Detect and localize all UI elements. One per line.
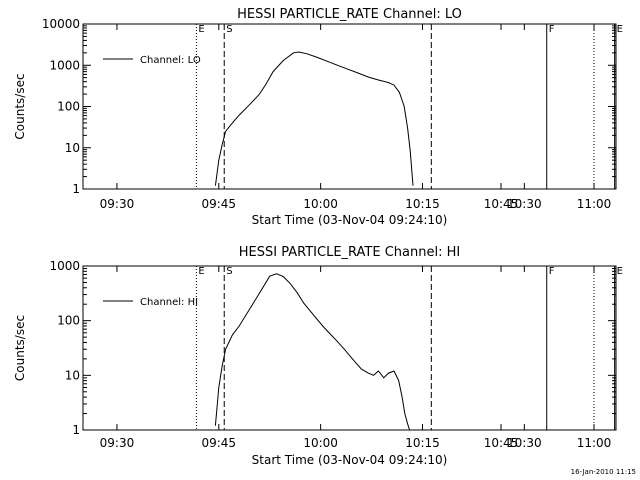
x-tick-label-6: 11:00	[577, 436, 612, 450]
series-line-0	[214, 273, 411, 431]
legend-label: Channel: HI	[140, 297, 198, 308]
y-tick-label-1: 10	[65, 368, 80, 382]
x-tick-label-1: 09:45	[201, 436, 236, 450]
x-axis-label: Start Time (03-Nov-04 09:24:10)	[252, 453, 448, 467]
chart-title: HESSI PARTICLE_RATE Channel: LO	[237, 7, 462, 22]
marker-label-4: E	[617, 266, 623, 277]
series-line-0	[214, 51, 414, 186]
x-tick-label-6: 11:00	[577, 197, 612, 211]
plot-frame	[82, 265, 617, 431]
y-tick-label-0: 1	[72, 423, 80, 437]
legend-label: Channel: LO	[140, 55, 201, 66]
x-tick-label-0: 09:30	[100, 197, 135, 211]
marker-label-1: S	[226, 24, 232, 35]
x-tick-label-4: 10:30	[507, 436, 542, 450]
panel-hi: E S F E HESSI PARTICLE_RATE Channel: HI 09:30…	[13, 245, 623, 467]
x-tick-label-5: 10:45	[484, 197, 519, 211]
x-tick-label-2: 10:00	[303, 436, 338, 450]
x-tick-label-0: 09:30	[100, 436, 135, 450]
x-tick-label-4: 10:30	[507, 197, 542, 211]
y-tick-label-2: 100	[57, 100, 80, 114]
marker-label-0: E	[198, 24, 204, 35]
y-tick-label-2: 100	[57, 314, 80, 328]
chart-title: HESSI PARTICLE_RATE Channel: HI	[239, 245, 460, 260]
y-tick-label-1: 10	[65, 141, 80, 155]
marker-label-0: E	[198, 266, 204, 277]
x-axis-label: Start Time (03-Nov-04 09:24:10)	[252, 213, 448, 227]
marker-label-3: F	[549, 24, 555, 35]
y-tick-label-0: 1	[72, 182, 80, 196]
x-tick-label-5: 10:45	[484, 436, 519, 450]
y-axis-label: Counts/sec	[13, 73, 27, 139]
marker-label-3: F	[549, 266, 555, 277]
panel-lo: E S F E HESSI PARTICLE_RATE Channel: LO 09:30…	[13, 7, 623, 227]
y-tick-label-3: 1000	[49, 58, 80, 72]
y-tick-label-4: 10000	[42, 17, 80, 31]
x-tick-label-1: 09:45	[201, 197, 236, 211]
y-tick-label-3: 1000	[49, 259, 80, 273]
y-axis-label: Counts/sec	[13, 315, 27, 381]
plot-frame	[82, 23, 617, 190]
x-tick-label-2: 10:00	[303, 197, 338, 211]
marker-label-4: E	[617, 24, 623, 35]
x-tick-label-3: 10:15	[405, 436, 440, 450]
marker-label-1: S	[226, 266, 232, 277]
x-tick-label-3: 10:15	[405, 197, 440, 211]
footer-timestamp: 16-Jan-2010 11:15	[571, 468, 636, 476]
